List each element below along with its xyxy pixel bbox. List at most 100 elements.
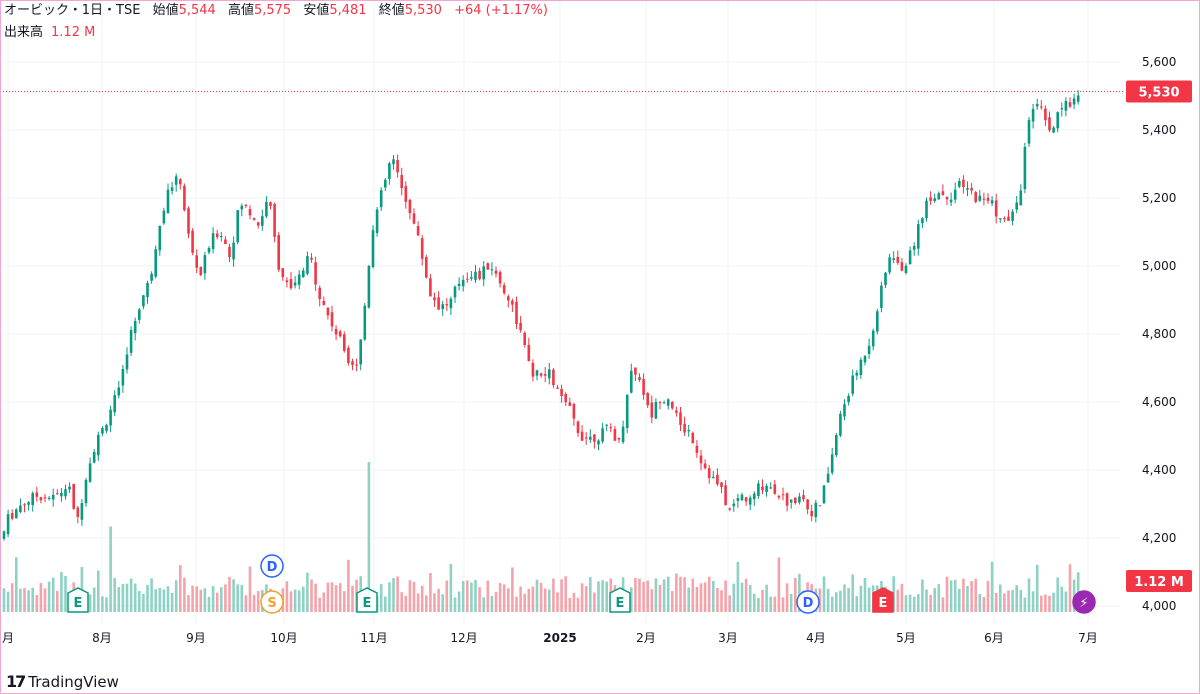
- price-tick-label: 4,000: [1142, 599, 1176, 613]
- volume-legend: 出来高 1.12 M: [4, 24, 95, 42]
- time-axis[interactable]: 月 8月 9月 10月 11月 12月 2025 2月 3月 4月 5月 6月 7月: [2, 631, 1098, 645]
- candle-body: [220, 236, 223, 238]
- candle-body: [76, 507, 80, 517]
- volume-bar: [785, 583, 789, 612]
- candle-body: [519, 322, 522, 331]
- price-tick-label: 5,200: [1142, 191, 1176, 205]
- candle-body: [486, 263, 490, 270]
- volume-bar: [125, 583, 129, 612]
- event-badge-label: S: [267, 596, 276, 611]
- candle-body: [183, 185, 186, 211]
- event-marker-dividend[interactable]: D: [260, 554, 284, 578]
- volume-bar: [519, 586, 522, 612]
- volume-bar: [207, 596, 211, 612]
- candle-body: [753, 493, 756, 500]
- volume-bar: [671, 591, 674, 612]
- candle-body: [642, 379, 645, 395]
- candle-body: [839, 413, 842, 436]
- volume-bar: [564, 576, 567, 612]
- candle-body: [781, 494, 785, 496]
- volume-bar: [535, 579, 539, 612]
- volume-bar: [187, 595, 190, 612]
- candle-body: [379, 190, 383, 208]
- candle-body: [703, 463, 707, 469]
- candle-body: [835, 434, 838, 456]
- event-marker-split[interactable]: S: [260, 590, 284, 614]
- event-marker-earnings[interactable]: E: [609, 587, 631, 613]
- low-value: 5,481: [329, 3, 367, 18]
- volume-bar: [420, 585, 424, 612]
- candle-body: [826, 473, 830, 483]
- volume-bar: [47, 581, 51, 612]
- event-marker-dividend[interactable]: D: [796, 590, 820, 614]
- volume-bar: [433, 593, 436, 612]
- event-marker-earnings[interactable]: E: [872, 587, 894, 613]
- volume-bar: [724, 580, 727, 612]
- volume-bar: [568, 597, 572, 612]
- volume-bar: [408, 580, 412, 612]
- candle-body: [539, 373, 543, 376]
- volume-bar: [851, 574, 854, 612]
- event-marker-earnings[interactable]: E: [356, 587, 378, 613]
- volume-bar: [43, 588, 47, 612]
- candle-body: [343, 334, 346, 351]
- candle-body: [912, 246, 916, 250]
- volume-bar: [994, 592, 998, 612]
- volume-bar: [978, 593, 982, 612]
- volume-label: 出来高: [4, 25, 44, 40]
- event-badge-shape: [796, 590, 820, 614]
- volume-bar: [896, 589, 900, 612]
- last-volume-badge: [1126, 570, 1192, 592]
- volume-bar: [638, 578, 641, 612]
- candle-body: [351, 361, 354, 365]
- event-marker-news[interactable]: ⚡: [1072, 590, 1096, 614]
- candle-body: [1048, 117, 1051, 131]
- candle-body: [404, 186, 408, 202]
- volume-bar: [445, 580, 449, 612]
- candle-body: [761, 486, 764, 491]
- volume-bar: [556, 592, 559, 612]
- volume-bar: [683, 577, 686, 612]
- candle-body: [757, 483, 760, 497]
- volume-bar: [1064, 591, 1068, 612]
- candle-body: [72, 483, 75, 509]
- volume-bar: [1056, 577, 1059, 612]
- candle-body: [716, 474, 719, 485]
- price-axis[interactable]: 4,000 4,200 4,400 4,600 4,800 5,000 5,200 5,400…: [1142, 55, 1176, 613]
- candle-body: [744, 497, 748, 502]
- tradingview-brand[interactable]: 17 TradingView: [6, 672, 119, 691]
- candle-body: [265, 201, 268, 217]
- volume-bar: [765, 584, 768, 612]
- time-tick-label: 10月: [270, 631, 297, 645]
- candle-body: [654, 402, 658, 419]
- candle-body: [712, 476, 715, 479]
- volume-bar: [974, 578, 977, 612]
- volume-bar: [318, 597, 321, 612]
- volume-bar: [494, 591, 498, 612]
- candle-body: [293, 282, 297, 286]
- candle-body: [789, 499, 793, 503]
- volume-bar: [642, 581, 645, 612]
- last-price-line: 5,530 1.12 M: [0, 80, 1192, 592]
- candle-body: [1035, 103, 1039, 107]
- volume-bar: [675, 573, 678, 612]
- event-marker-earnings[interactable]: E: [67, 587, 89, 613]
- candle-body: [699, 455, 703, 464]
- volume-bar: [1011, 590, 1014, 612]
- event-badge-label: E: [74, 596, 83, 611]
- candle-body: [56, 493, 59, 495]
- volume-bar: [580, 583, 584, 612]
- event-markers[interactable]: E D S E E D E ⚡: [67, 554, 1096, 614]
- volume-bar: [958, 588, 961, 612]
- time-tick-label: 8月: [92, 631, 112, 645]
- volume-bar: [437, 588, 440, 612]
- event-badge-shape: [609, 587, 631, 613]
- candle-body: [732, 503, 736, 507]
- volume-bar: [830, 596, 834, 612]
- volume-bar: [560, 579, 563, 612]
- volume-bar: [113, 578, 116, 612]
- candle-body: [166, 189, 170, 214]
- price-tick-label: 5,000: [1142, 259, 1176, 273]
- volume-bar: [1068, 564, 1072, 612]
